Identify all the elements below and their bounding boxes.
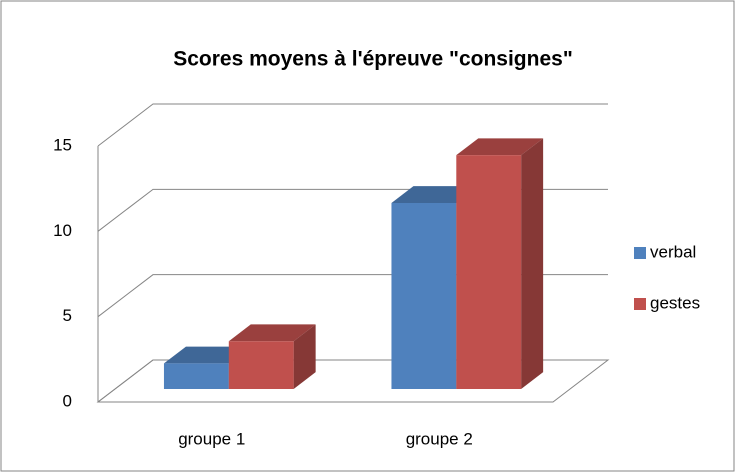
legend-swatch <box>634 247 646 259</box>
y-tick-label: 10 <box>53 221 72 240</box>
x-tick-label: groupe 1 <box>178 429 245 448</box>
bar-side <box>293 324 316 389</box>
y-tick-label: 15 <box>53 135 72 154</box>
bar <box>456 155 522 389</box>
bar-top <box>456 138 544 156</box>
grid-line <box>97 103 608 147</box>
bar <box>391 202 457 389</box>
bar <box>228 341 294 389</box>
legend-swatch <box>634 298 646 310</box>
legend-label: verbal <box>650 242 696 261</box>
bar-side <box>521 138 544 389</box>
bar-top <box>228 324 316 342</box>
x-tick-label: groupe 2 <box>406 429 473 448</box>
chart-title: Scores moyens à l'épreuve "consignes" <box>173 48 573 71</box>
y-tick-label: 0 <box>63 391 72 410</box>
y-tick-label: 5 <box>63 306 72 325</box>
legend-label: gestes <box>650 293 700 312</box>
bar <box>163 363 229 389</box>
